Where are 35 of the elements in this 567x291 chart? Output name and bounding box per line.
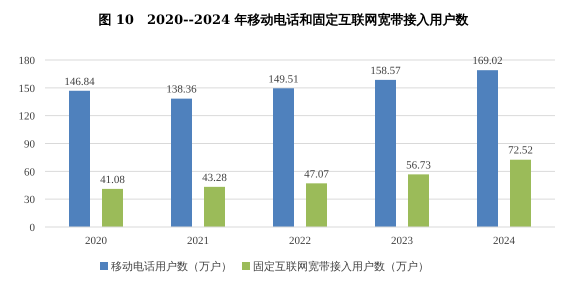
bar (375, 80, 396, 227)
bar (69, 90, 90, 227)
data-label: 158.57 (370, 64, 402, 77)
data-label: 47.07 (304, 168, 330, 180)
bar (171, 98, 192, 227)
y-tick-label: 90 (24, 138, 36, 150)
data-label: 169.02 (472, 55, 503, 68)
x-tick-label: 2022 (289, 235, 311, 247)
data-label: 41.08 (100, 174, 126, 186)
x-tick-label: 2023 (391, 235, 414, 247)
bar (102, 188, 123, 227)
chart-title: 图 10 2020--2024 年移动电话和固定互联网宽带接入用户数 (98, 12, 470, 28)
bar (510, 160, 531, 227)
bar (273, 88, 294, 227)
data-label: 149.51 (268, 73, 299, 86)
data-label: 56.73 (406, 159, 432, 172)
data-label: 43.28 (202, 172, 228, 184)
data-label: 72.52 (508, 144, 533, 157)
bar (408, 174, 429, 227)
y-tick-label: 30 (24, 194, 36, 206)
bar (306, 183, 327, 227)
legend-label: 固定互联网宽带接入用户数（万户） (253, 260, 429, 273)
bar (477, 70, 498, 227)
y-tick-label: 60 (24, 166, 36, 178)
x-tick-label: 2024 (493, 235, 516, 247)
bar (204, 186, 225, 227)
x-tick-label: 2021 (187, 235, 209, 247)
y-tick-label: 150 (18, 82, 36, 95)
y-tick-label: 120 (18, 110, 36, 123)
x-tick-label: 2020 (85, 235, 108, 247)
data-label: 138.36 (166, 84, 198, 96)
y-tick-label: 0 (30, 222, 36, 234)
legend-label: 移动电话用户数（万户） (111, 260, 232, 273)
data-label: 146.84 (64, 76, 96, 88)
y-tick-label: 180 (18, 55, 36, 67)
